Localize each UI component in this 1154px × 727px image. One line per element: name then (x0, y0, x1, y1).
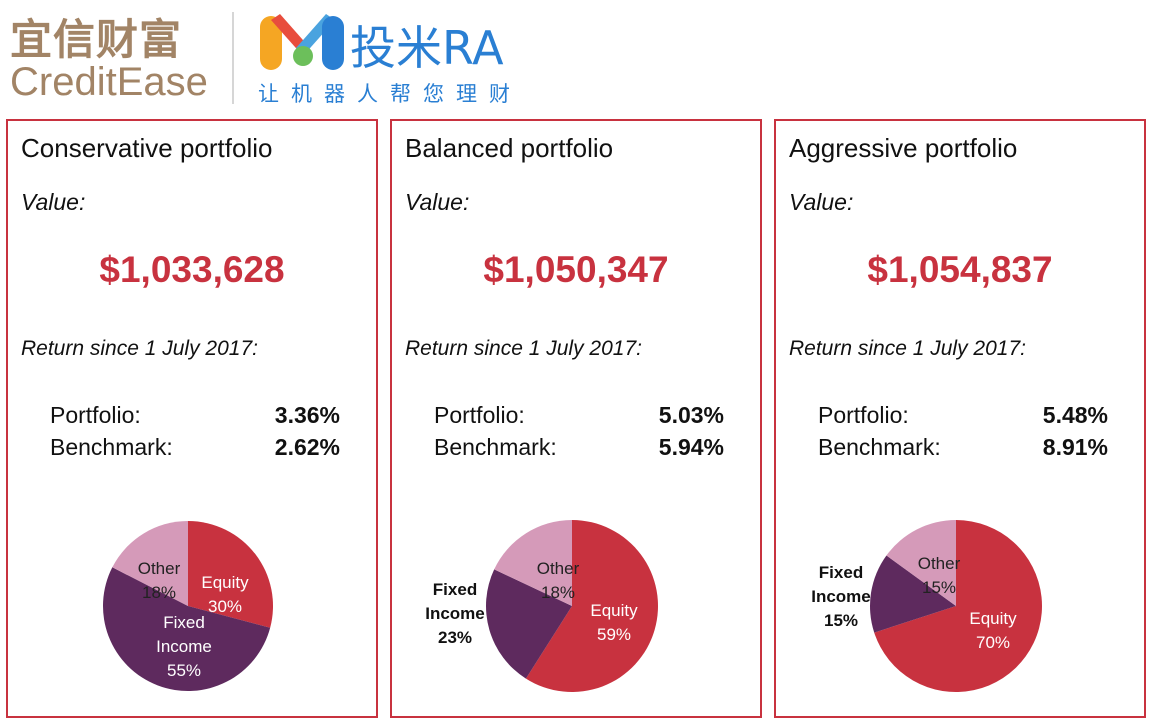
pie-slice-fixed-income (486, 569, 572, 679)
pie-label-fixed-income: Fixed Income 55% (156, 613, 212, 680)
portfolio-title: Aggressive portfolio (789, 133, 1018, 163)
logo-divider (232, 12, 234, 104)
allocation-pie-chart: Equity 30%Fixed Income 55% Other 18% (102, 521, 273, 692)
benchmark-return-value: 5.94% (658, 434, 724, 460)
pie-label-equity: Equity 70% (969, 609, 1017, 652)
portfolio-return-label: Portfolio: (434, 402, 525, 428)
header: 宜信财富 CreditEase 投米RA 让机器人帮您理财 (0, 0, 1154, 112)
portfolio-card-aggressive: Aggressive portfolio Value: $1,054,837 R… (774, 119, 1146, 718)
return-label: Return since 1 July 2017: (405, 337, 642, 360)
value-label: Value: (21, 189, 86, 215)
portfolio-title: Balanced portfolio (405, 133, 614, 163)
pie-label-equity: Equity 59% (590, 601, 638, 644)
portfolio-return-label: Portfolio: (818, 402, 909, 428)
pie-slice-fixed-income (870, 555, 956, 633)
allocation-pie-chart: Equity 59% Fixed Income 23% Other 18% (425, 520, 659, 692)
return-label: Return since 1 July 2017: (789, 337, 1026, 360)
toumi-m-logo-icon (260, 14, 344, 70)
toumi-brand-name: 投米RA (350, 21, 504, 75)
portfolio-return-value: 5.48% (1042, 402, 1108, 428)
portfolio-title: Conservative portfolio (21, 133, 273, 163)
pie-label-equity: Equity 30% (201, 573, 249, 616)
pie-label-other: Other 18% (138, 559, 181, 602)
toumi-slogan: 让机器人帮您理财 (258, 82, 522, 106)
portfolio-return-label: Portfolio: (50, 402, 141, 428)
pie-slice-other (112, 521, 188, 606)
portfolio-card-conservative: Conservative portfolio Value: $1,033,628… (6, 119, 378, 718)
pie-slice-fixed-income (102, 567, 271, 692)
creditease-logo-en: CreditEase (10, 60, 208, 104)
benchmark-return-label: Benchmark: (434, 434, 557, 460)
value-label: Value: (789, 189, 854, 215)
pie-label-fixed-income: Fixed Income 15% (811, 563, 871, 630)
pie-label-fixed-income: Fixed Income 23% (425, 580, 485, 647)
benchmark-return-label: Benchmark: (818, 434, 941, 460)
portfolio-return-value: 5.03% (658, 402, 724, 428)
pie-slice-equity (874, 520, 1042, 692)
pie-label-other: Other 15% (918, 554, 961, 597)
allocation-pie-chart: Equity 70% Fixed Income 15% Other 15% (811, 520, 1042, 692)
pie-slice-equity (188, 521, 273, 628)
pie-slice-other (886, 520, 956, 606)
benchmark-return-value: 8.91% (1042, 434, 1108, 460)
portfolio-value: $1,033,628 (99, 249, 285, 290)
pie-slice-other (494, 520, 572, 606)
return-label: Return since 1 July 2017: (21, 337, 258, 360)
pie-label-other: Other 18% (537, 559, 580, 602)
portfolio-value: $1,054,837 (867, 249, 1053, 290)
portfolio-card-balanced: Balanced portfolio Value: $1,050,347 Ret… (390, 119, 762, 718)
portfolio-value: $1,050,347 (483, 249, 669, 290)
value-label: Value: (405, 189, 470, 215)
benchmark-return-label: Benchmark: (50, 434, 173, 460)
benchmark-return-value: 2.62% (274, 434, 340, 460)
portfolio-return-value: 3.36% (274, 402, 340, 428)
creditease-logo-zh: 宜信财富 (10, 15, 183, 64)
pie-slice-equity (525, 520, 659, 692)
